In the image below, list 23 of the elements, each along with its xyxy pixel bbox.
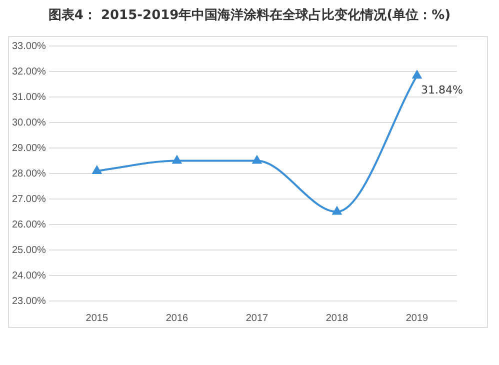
x-tick-label: 2015	[86, 312, 108, 324]
x-tick-label: 2016	[166, 312, 188, 324]
chart-title: 图表4： 2015-2019年中国海洋涂料在全球占比变化情况(单位：%)	[47, 6, 452, 24]
x-tick-label: 2019	[406, 312, 429, 324]
y-tick-label: 31.00%	[12, 92, 46, 103]
point	[92, 166, 102, 174]
point	[332, 206, 342, 215]
point	[252, 156, 262, 164]
y-tick-label: 30.00%	[12, 117, 46, 128]
point	[412, 70, 422, 79]
y-tick-label: 24.00%	[12, 270, 46, 282]
y-tick-label: 27.00%	[12, 194, 46, 205]
y-tick-label: 29.00%	[12, 142, 46, 154]
y-tick-label: 32.00%	[12, 66, 46, 78]
data-label: 31.84%	[420, 84, 463, 97]
y-tick-label: 28.00%	[12, 168, 46, 180]
y-tick-label: 23.00%	[12, 296, 46, 307]
y-tick-label: 25.00%	[12, 244, 46, 256]
y-tick-label: 26.00%	[12, 219, 46, 230]
x-tick-label: 2017	[246, 312, 269, 324]
y-tick-label: 33.00%	[12, 40, 46, 52]
x-tick-label: 2018	[326, 312, 349, 324]
point	[172, 156, 182, 164]
